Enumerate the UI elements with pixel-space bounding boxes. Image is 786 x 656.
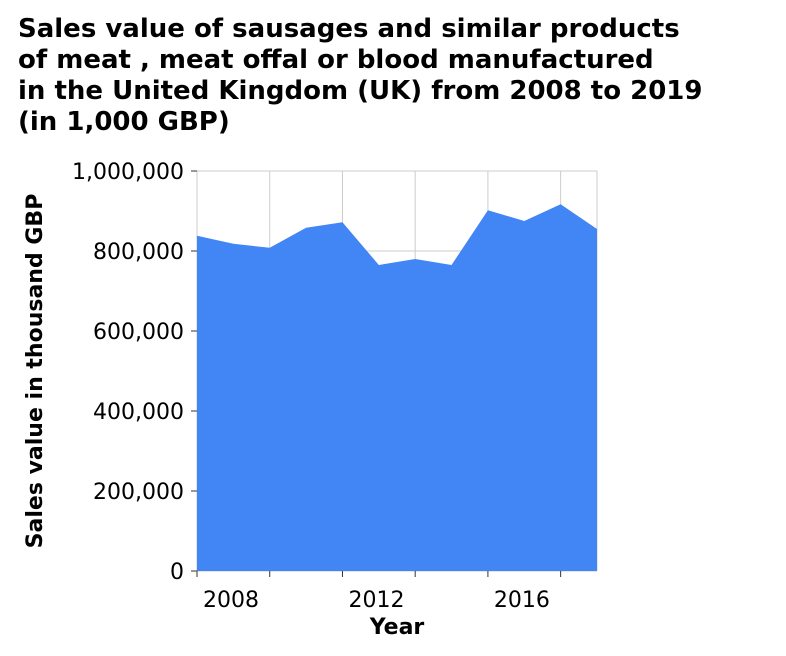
- x-tick-label: 2012: [348, 588, 404, 613]
- y-tick-label: 800,000: [93, 240, 184, 265]
- sales-value-area: [197, 204, 597, 571]
- area-series-layer: [197, 204, 597, 571]
- x-tick-label: 2008: [203, 588, 259, 613]
- y-axis-label: Sales value in thousand GBP: [23, 194, 48, 549]
- y-tick-label: 400,000: [93, 400, 184, 425]
- y-tick-label: 0: [170, 560, 184, 585]
- x-tick-label: 2016: [494, 588, 550, 613]
- x-axis-label: Year: [369, 615, 425, 640]
- y-tick-label: 200,000: [93, 480, 184, 505]
- y-tick-label: 1,000,000: [72, 160, 184, 185]
- y-axis-ticks: 0 200,000 400,000 600,000 800,000 1,000,000: [72, 160, 197, 585]
- y-tick-label: 600,000: [93, 320, 184, 345]
- chart-title: Sales value of sausages and similar prod…: [18, 14, 703, 137]
- x-axis-ticks: 2008 2012 2016: [196, 571, 562, 613]
